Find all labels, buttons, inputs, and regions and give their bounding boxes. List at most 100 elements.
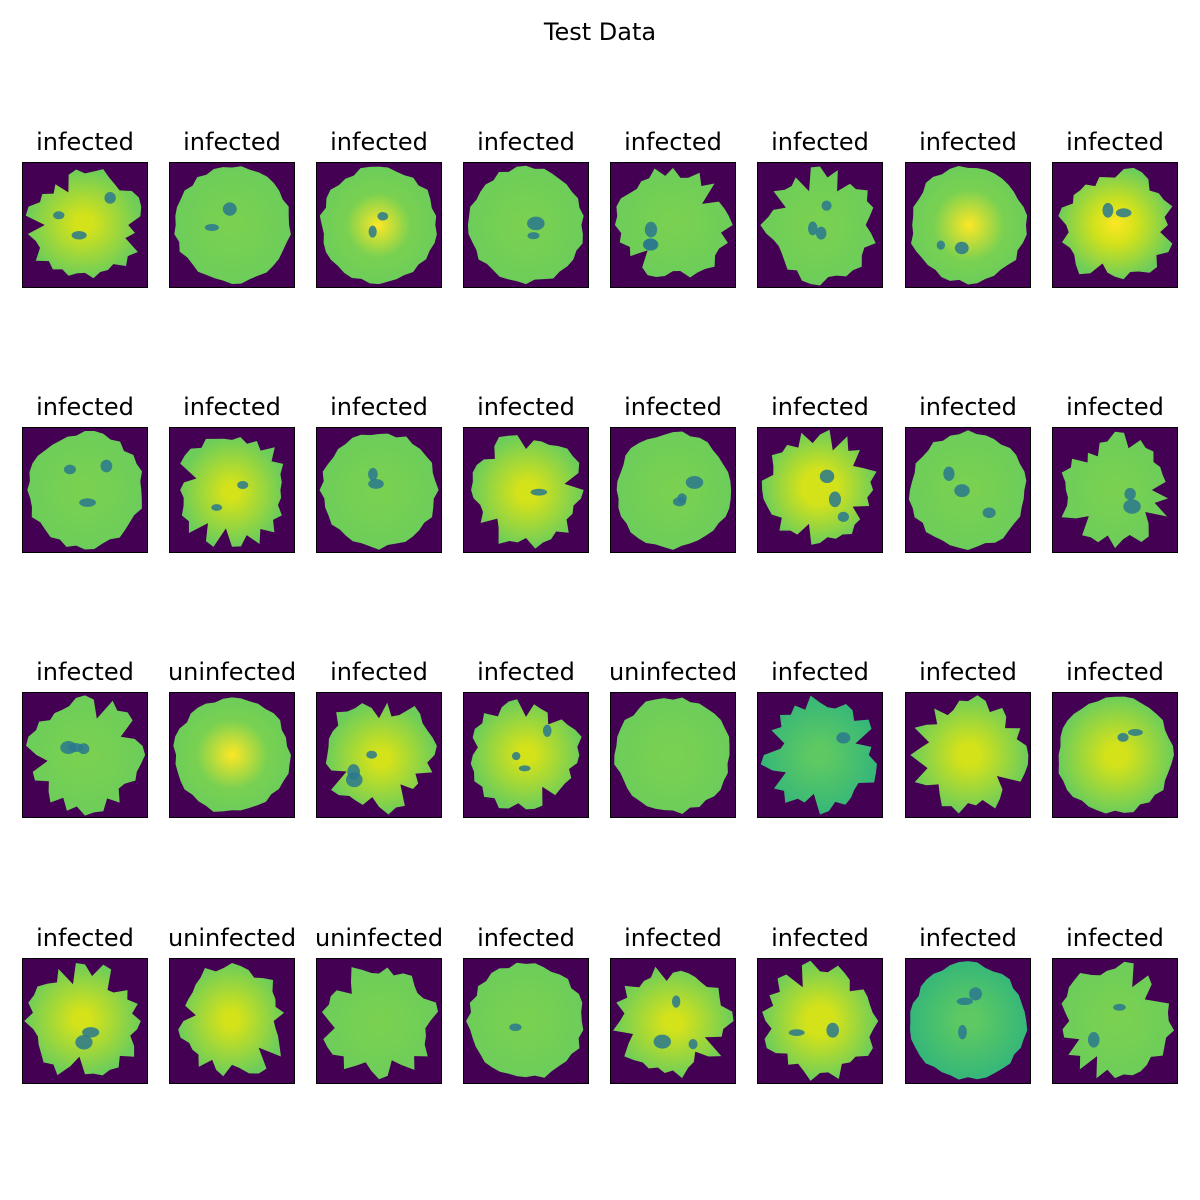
panel-label: infected xyxy=(1066,924,1164,952)
parasite-spot xyxy=(60,741,77,755)
cell-image-render xyxy=(1061,431,1169,549)
cell-image xyxy=(22,427,148,553)
cell-image xyxy=(169,162,295,288)
panel-label: infected xyxy=(1066,128,1164,156)
parasite-spot xyxy=(530,488,548,496)
cell-image-render xyxy=(26,695,146,816)
panel-label: infected xyxy=(624,393,722,421)
panel-label: uninfected xyxy=(608,658,738,686)
panel-label: infected xyxy=(477,393,575,421)
cell-body xyxy=(467,165,584,285)
cell-image-render xyxy=(761,429,877,545)
parasite-spot xyxy=(63,464,76,475)
cell-body xyxy=(466,962,584,1078)
parasite-spot xyxy=(828,491,842,508)
parasite-spot xyxy=(969,987,983,1001)
cell-body xyxy=(910,961,1028,1080)
cell-image xyxy=(1052,692,1178,818)
panel-label: infected xyxy=(919,924,1017,952)
cell-image xyxy=(610,162,736,288)
cell-body xyxy=(614,167,733,278)
parasite-spot xyxy=(826,1022,839,1038)
parasite-spot xyxy=(936,240,946,250)
cell-body xyxy=(1058,167,1173,280)
cell-body xyxy=(613,966,734,1079)
cell-image-render xyxy=(24,963,141,1076)
cell-body xyxy=(762,960,879,1081)
cell-image xyxy=(610,427,736,553)
parasite-spot xyxy=(347,764,360,780)
parasite-spot xyxy=(368,467,378,481)
cell-image xyxy=(905,427,1031,553)
parasite-spot xyxy=(79,498,96,507)
panel-label: infected xyxy=(330,393,428,421)
cell-body xyxy=(470,699,582,810)
parasite-spot xyxy=(956,997,973,1006)
cell-body xyxy=(1061,961,1175,1079)
panel-label: infected xyxy=(183,128,281,156)
parasite-spot xyxy=(954,484,970,498)
cell-image xyxy=(316,162,442,288)
parasite-spot xyxy=(82,1027,100,1038)
cell-body xyxy=(471,435,584,549)
parasite-spot xyxy=(644,221,658,238)
cell-body xyxy=(760,166,876,286)
cell-body xyxy=(174,166,291,285)
parasite-spot xyxy=(1117,732,1129,742)
cell-body xyxy=(1058,696,1174,814)
panel-label: infected xyxy=(919,393,1017,421)
cell-image xyxy=(316,692,442,818)
parasite-spot xyxy=(53,211,65,220)
panel-label: infected xyxy=(771,128,869,156)
cell-image-render xyxy=(908,430,1027,551)
parasite-spot xyxy=(211,504,223,511)
cell-image xyxy=(22,958,148,1084)
cell-body xyxy=(760,695,877,815)
parasite-spot xyxy=(368,225,377,238)
cell-image-render xyxy=(471,435,584,549)
parasite-spot xyxy=(104,191,116,204)
parasite-spot xyxy=(837,511,849,523)
panel-label: infected xyxy=(183,393,281,421)
cell-image-render xyxy=(1061,961,1175,1079)
panel-label: infected xyxy=(330,658,428,686)
panel-label: infected xyxy=(624,128,722,156)
cell-image-render xyxy=(466,962,584,1078)
cell-image-render xyxy=(910,695,1029,814)
cell-image-render xyxy=(1058,167,1173,280)
parasite-spot xyxy=(643,238,658,251)
cell-image-render xyxy=(467,165,584,285)
panel-label: infected xyxy=(771,393,869,421)
cell-body xyxy=(26,695,146,816)
cell-image xyxy=(463,427,589,553)
panel-label: infected xyxy=(771,658,869,686)
panel-label: infected xyxy=(477,658,575,686)
panel-label: infected xyxy=(919,658,1017,686)
parasite-spot xyxy=(377,211,389,221)
parasite-spot xyxy=(75,1034,93,1050)
cell-image-render xyxy=(319,166,437,285)
parasite-spot xyxy=(509,1023,522,1032)
parasite-spot xyxy=(653,1034,671,1049)
parasite-spot xyxy=(672,497,687,507)
parasite-spot xyxy=(1115,208,1132,218)
cell-body xyxy=(24,963,141,1076)
cell-image xyxy=(316,958,442,1084)
parasite-spot xyxy=(688,1039,698,1050)
parasite-spot xyxy=(518,765,531,772)
cell-body xyxy=(178,963,285,1077)
cell-image-render xyxy=(911,166,1028,285)
figure-title: Test Data xyxy=(543,18,657,46)
cell-body xyxy=(761,429,877,545)
parasite-spot xyxy=(943,466,955,482)
parasite-spot xyxy=(954,241,969,255)
cell-image-render xyxy=(321,967,439,1080)
parasite-spot xyxy=(1124,487,1136,501)
parasite-spot xyxy=(819,469,835,484)
parasite-spot xyxy=(204,223,219,231)
cell-image xyxy=(463,162,589,288)
cell-body xyxy=(319,166,437,285)
cell-body xyxy=(321,967,439,1080)
cell-image-render xyxy=(178,963,285,1077)
parasite-spot xyxy=(527,216,545,231)
